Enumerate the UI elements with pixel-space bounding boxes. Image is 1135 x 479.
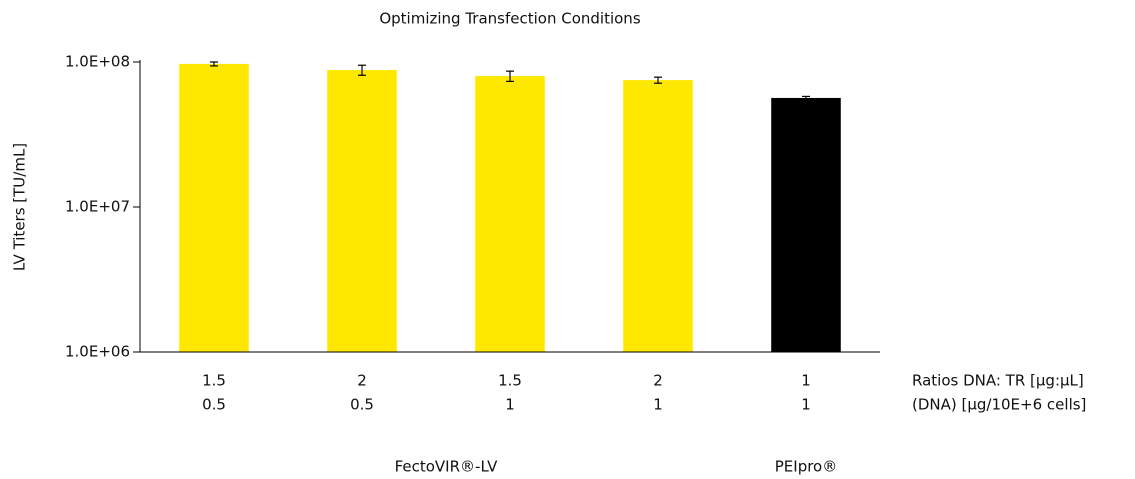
bar [475,76,545,353]
error-bar [802,95,810,101]
x-tick-label: 1 [801,396,811,414]
error-bar [654,76,662,84]
error-bar [358,64,366,76]
x-tick-label: 1 [801,372,811,390]
x-tick-label: 1 [505,396,515,414]
group-label: PEIpro® [775,458,837,476]
y-tick-label: 1.0E+08 [65,53,130,71]
x-tick-label: 1 [653,396,663,414]
x-tick-label: 0.5 [202,396,226,414]
bar [327,70,397,352]
bar [623,80,693,352]
x-tick-label: 1.5 [498,372,522,390]
chart-title: Optimizing Transfection Conditions [379,10,640,28]
error-bar [210,61,218,67]
bar [179,63,249,353]
y-tick-label: 1.0E+06 [65,343,130,361]
row-label: (DNA) [µg/10E+6 cells] [912,396,1086,414]
y-axis-label: LV Titers [TU/mL] [11,143,29,271]
x-tick-label: 1.5 [202,372,226,390]
bar [771,97,841,352]
x-tick-label: 2 [357,372,367,390]
x-tick-label: 0.5 [350,396,374,414]
error-bar [506,70,514,82]
x-tick-label: 2 [653,372,663,390]
y-tick-label: 1.0E+07 [65,198,130,216]
row-label: Ratios DNA: TR [µg:µL] [912,372,1084,390]
group-label: FectoVIR®-LV [395,458,499,476]
